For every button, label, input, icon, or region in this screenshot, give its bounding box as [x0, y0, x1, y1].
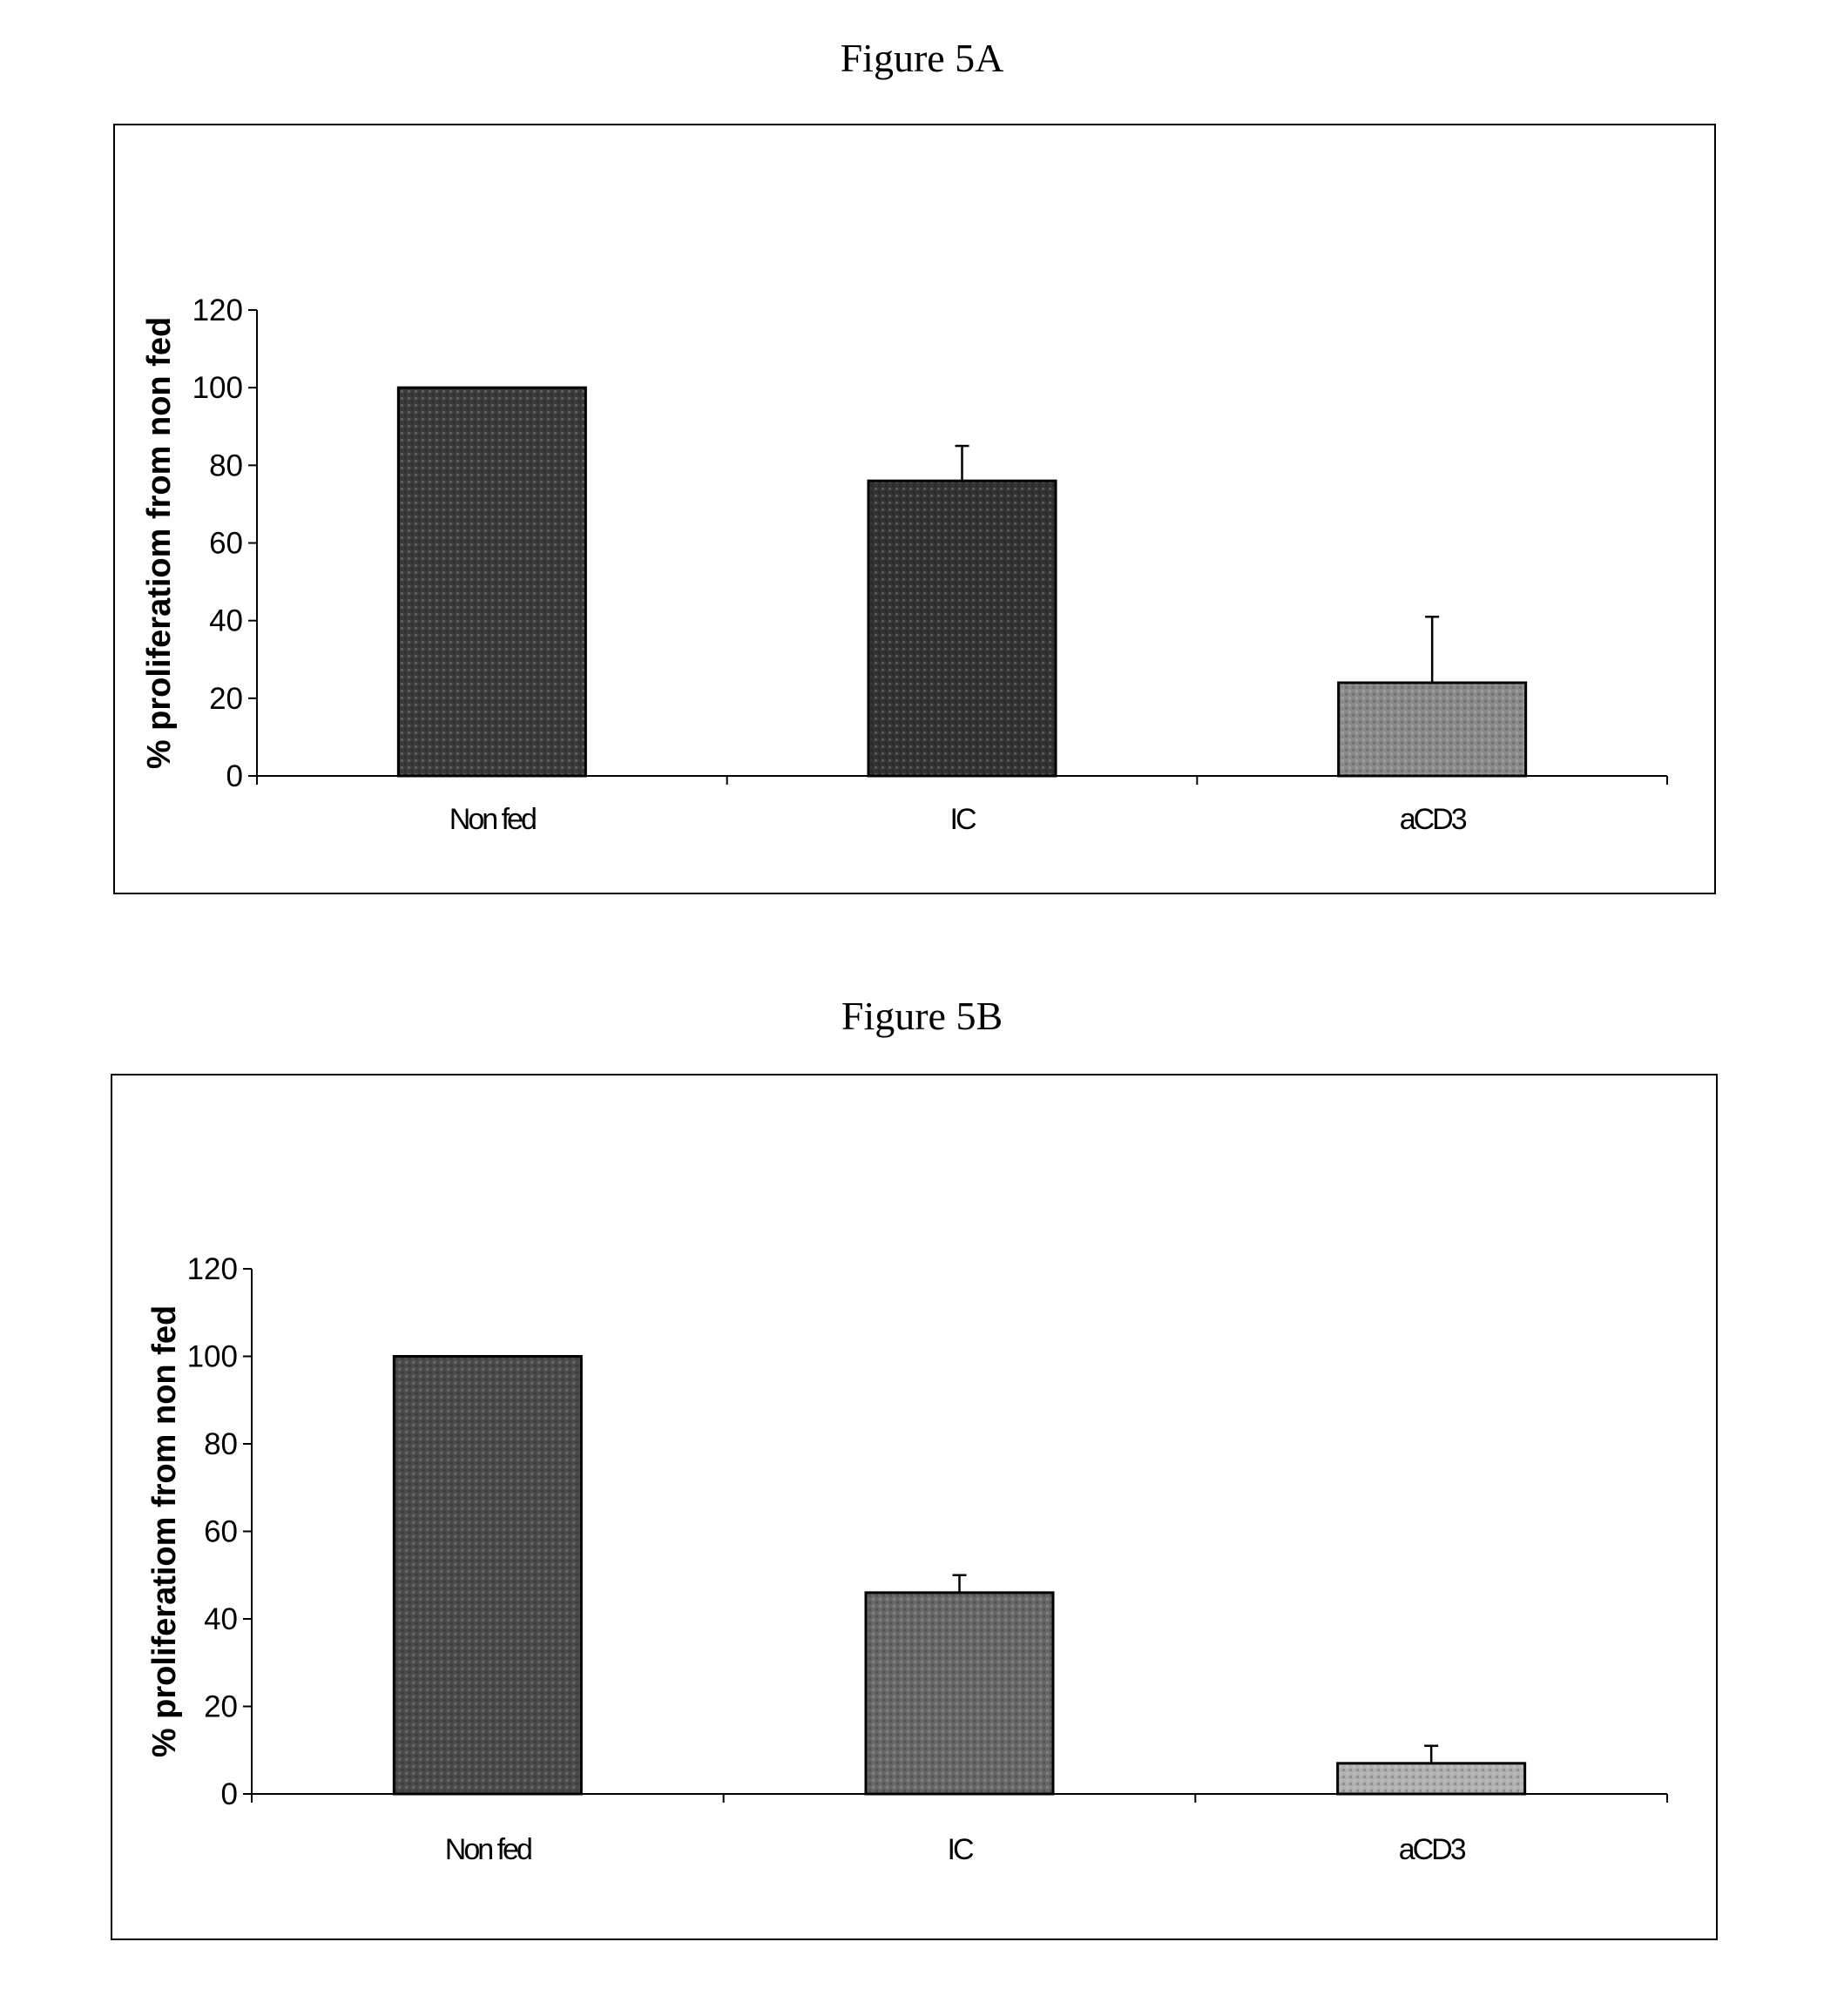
- y-tick-label: 120: [193, 293, 243, 327]
- bar-ic: [864, 1591, 1055, 1796]
- y-tick-label: 20: [209, 682, 243, 716]
- y-tick-label: 40: [209, 604, 243, 638]
- figure-5b-title: Figure 5B: [841, 994, 1003, 1038]
- bar-non-fed: [396, 386, 587, 778]
- y-tick-label: 0: [221, 1777, 238, 1811]
- y-tick-label: 20: [204, 1690, 238, 1724]
- category-label: aCD3: [1399, 1833, 1466, 1866]
- bar-chart-5b: 0 20 40 60 80 100 120 Non fed IC aCD3 % proliferat…: [146, 1252, 1668, 1866]
- y-tick-label: 60: [204, 1515, 238, 1549]
- category-label: Non fed: [445, 1833, 531, 1866]
- y-tick-label: 100: [193, 371, 243, 405]
- y-tick-label: 80: [204, 1427, 238, 1461]
- chart-panel-5a: 0 20 40 60 80 100 120 Non fed IC aCD3 % proliferat…: [113, 124, 1716, 894]
- y-tick-label: 100: [187, 1340, 238, 1374]
- category-label: IC: [948, 1833, 974, 1866]
- category-label: Non fed: [449, 803, 536, 836]
- bar-chart-5a: 0 20 40 60 80 100 120 Non fed IC aCD3 % proliferat…: [141, 293, 1668, 836]
- category-label: aCD3: [1400, 803, 1467, 836]
- y-axis-title: % proliferatiom from non fed: [146, 1305, 183, 1757]
- bar-acd3: [1336, 1762, 1527, 1796]
- bar-non-fed: [392, 1355, 583, 1796]
- figure-5a-title: Figure 5A: [840, 36, 1004, 80]
- y-tick-label: 40: [204, 1602, 238, 1636]
- y-tick-label: 60: [209, 527, 243, 561]
- chart-panel-5b: 0 20 40 60 80 100 120 Non fed IC aCD3 % proliferat…: [111, 1074, 1718, 1940]
- y-tick-label: 120: [187, 1252, 238, 1286]
- y-tick-label: 0: [226, 759, 243, 793]
- category-label: IC: [950, 803, 976, 836]
- bar-ic: [867, 479, 1057, 778]
- y-axis-title: % proliferatiom from non fed: [141, 317, 178, 769]
- y-tick-label: 80: [209, 448, 243, 482]
- bar-acd3: [1337, 681, 1528, 778]
